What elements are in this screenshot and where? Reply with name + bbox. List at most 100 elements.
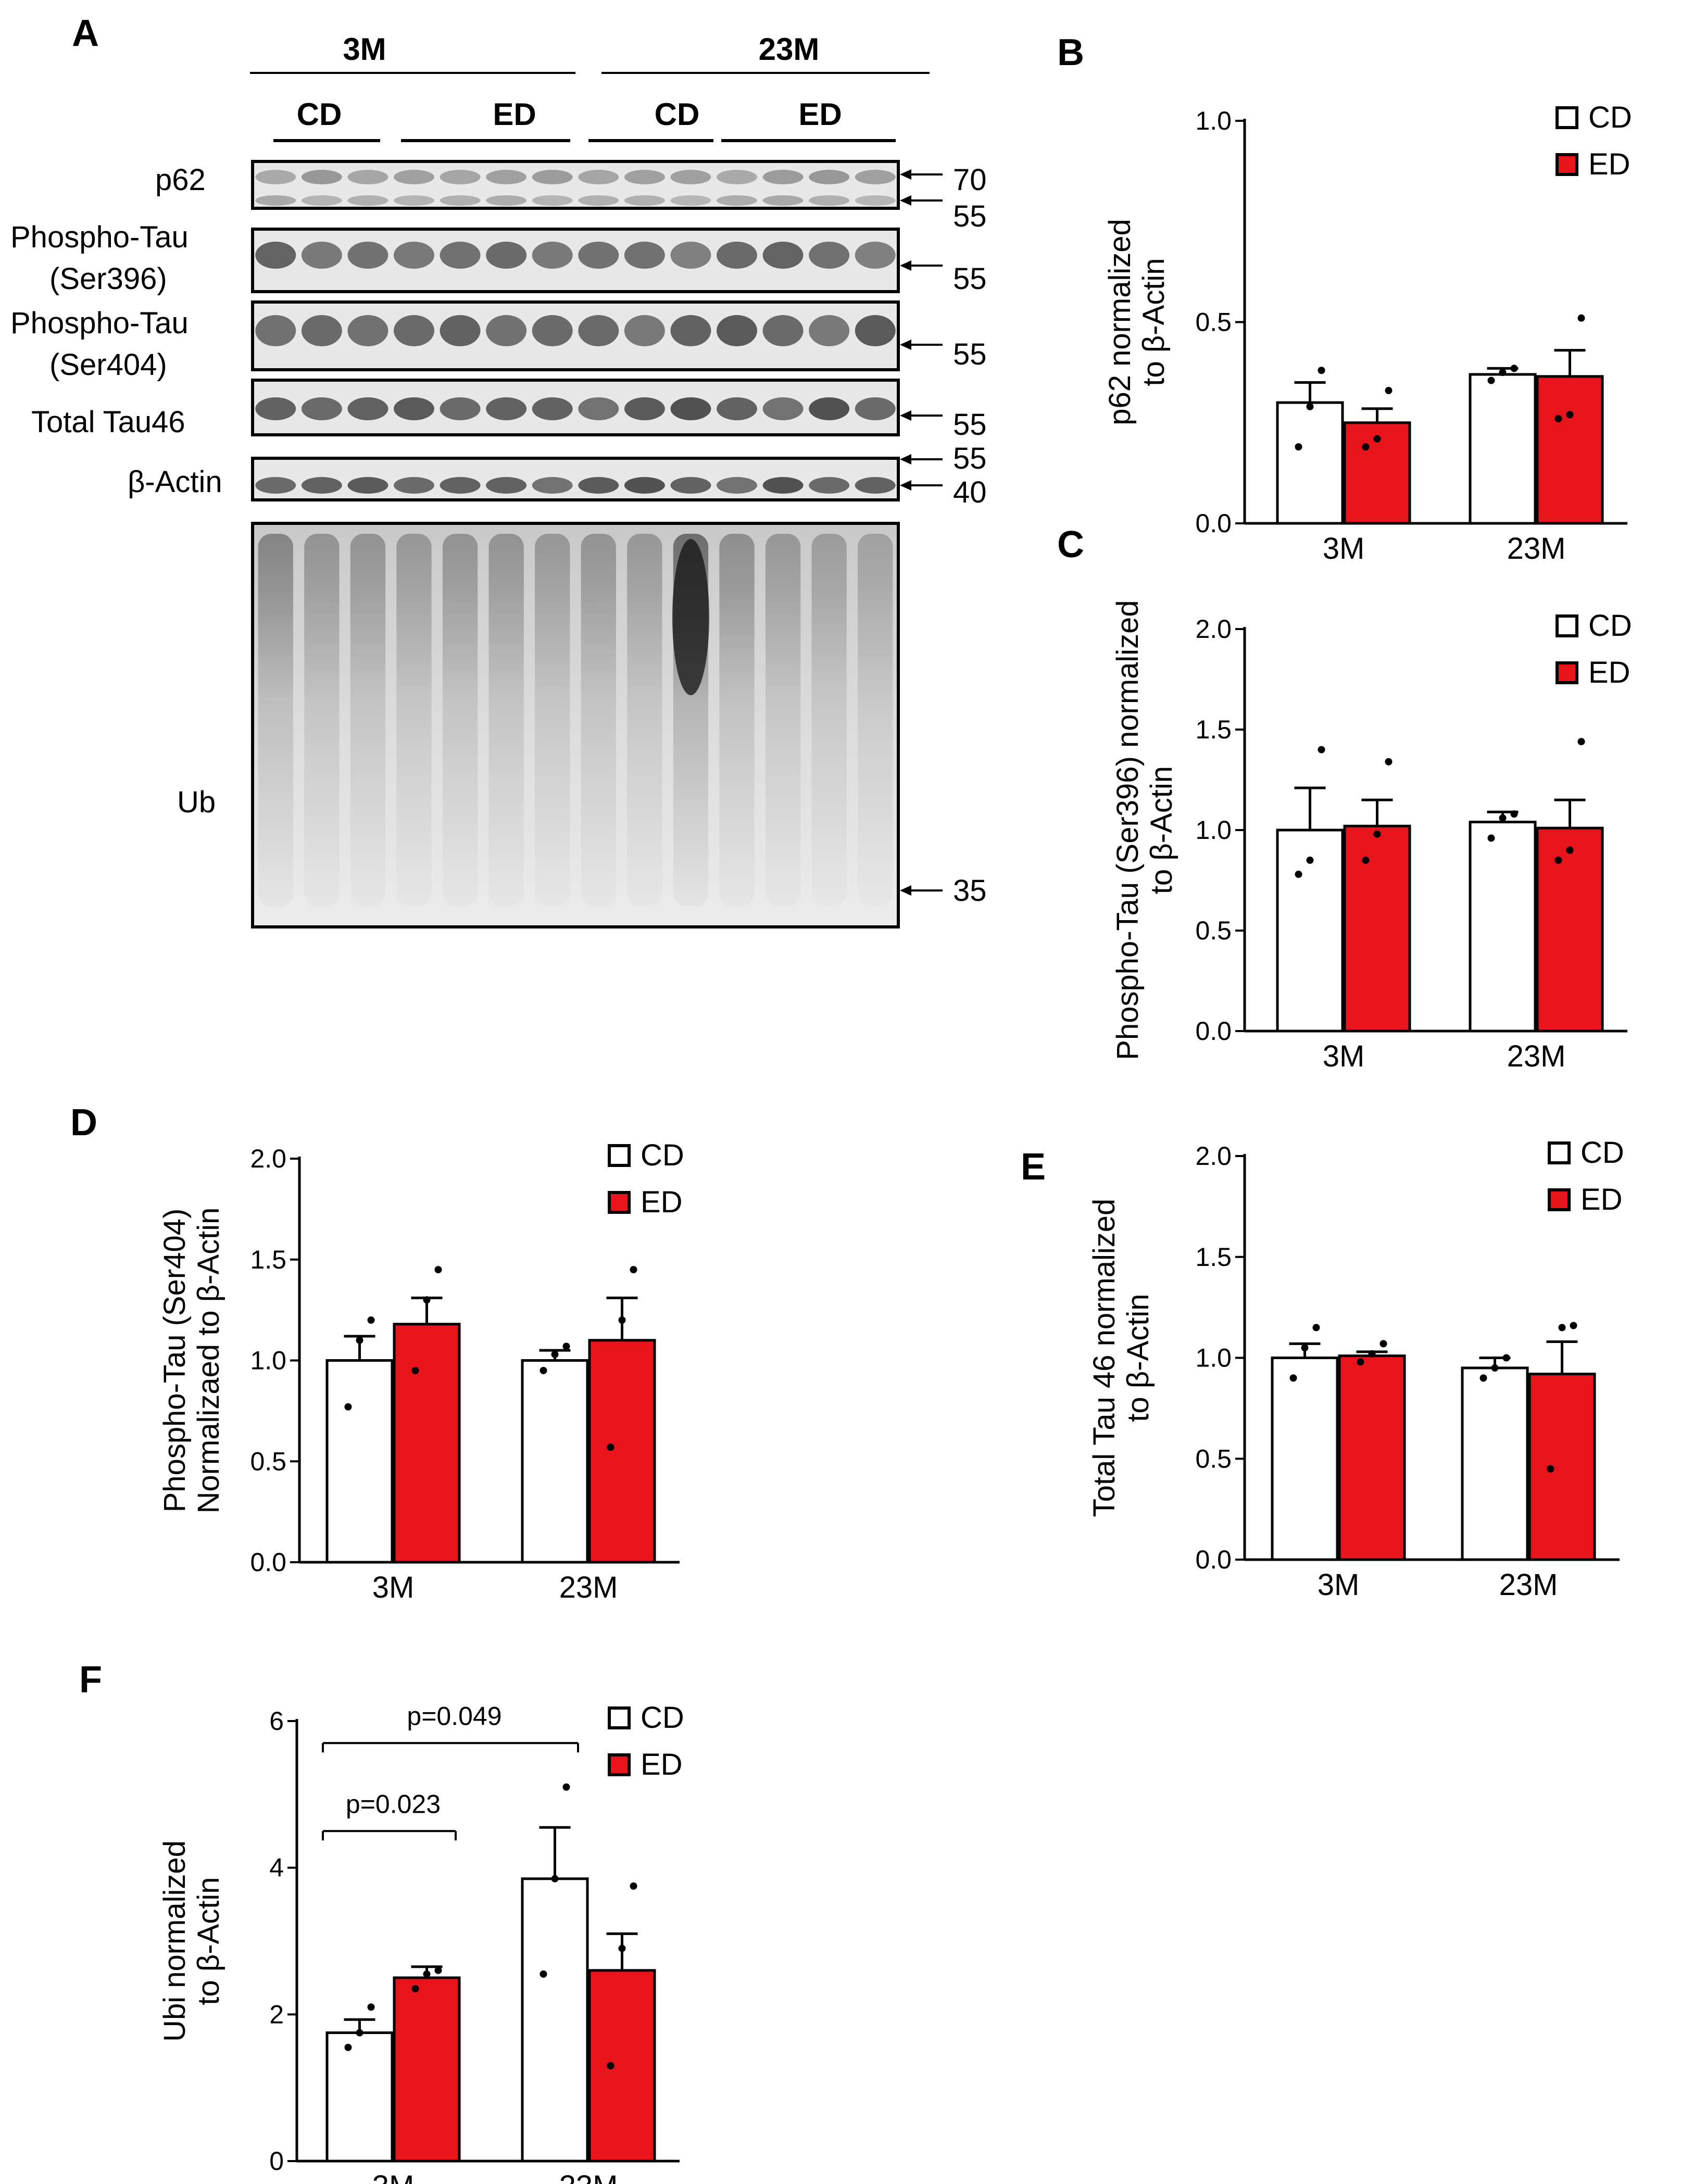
panel-c-legend-label-cd: CD [1588, 609, 1632, 643]
blot-strip-ser404-band [486, 315, 527, 346]
blot-strip-ser404-band [762, 315, 804, 346]
panel-d-ser404-chart: D 0.0 0.5 1.0 1.5 2.0 Phospho-Tau (Ser404) Nor… [70, 1102, 684, 1604]
blot-label-ser404-line1: Phospho-Tau [10, 306, 189, 340]
panel-f-datapoint [356, 2029, 363, 2037]
panel-e-datapoint [1570, 1322, 1577, 1329]
blot-strip-p62-band [532, 170, 573, 184]
blot-strip-ser404-band [624, 315, 665, 346]
blot-strip-ser396-band [809, 242, 850, 269]
blot-label-beta-actin: β-Actin [128, 465, 222, 499]
panel-e-legend-swatch-ed [1548, 1188, 1571, 1211]
panel-f-datapoint [607, 2062, 615, 2069]
blot-strip-p62-band [486, 195, 527, 206]
panel-e-legend-label-cd: CD [1581, 1136, 1624, 1170]
panel-c-y-tick-label: 1.5 [1195, 715, 1232, 744]
blot-strip-ser396-band [624, 242, 665, 269]
panel-c-x-tick-label: 23M [1507, 1039, 1566, 1073]
panel-b-datapoint [1318, 367, 1325, 374]
blot-strip-ser404-band [440, 315, 481, 346]
panel-f-y-tick-label: 4 [269, 1853, 284, 1882]
panel-f-legend-swatch-cd [608, 1706, 631, 1729]
blot-strip-ser396-band [532, 242, 573, 269]
panel-d-datapoint [562, 1342, 570, 1350]
panel-c-datapoint [1566, 846, 1574, 854]
ub-lane-smear [396, 534, 432, 906]
blot-strip-total-tau46-band [440, 397, 481, 420]
panel-b-bar-cd-3m [1276, 401, 1344, 525]
panel-d-datapoint [356, 1336, 363, 1344]
panel-d-datapoint [367, 1316, 375, 1324]
panel-a-western-blot: A 3M 23M CD ED CD ED p62 Phospho-Tau (Se… [10, 12, 987, 928]
mw-label-70: 70 [953, 163, 987, 197]
panel-f-y-label: Ubi normalized [158, 1840, 192, 2042]
panel-b-datapoint [1306, 403, 1314, 410]
panel-d-y-tick-label: 1.5 [250, 1245, 286, 1274]
panel-f-letter: F [79, 1659, 102, 1701]
panel-c-datapoint [1510, 810, 1518, 818]
panel-b-legend-swatch-cd [1556, 106, 1578, 129]
blot-strip-p62-band [578, 170, 619, 184]
panel-e-bar-cd-3m [1271, 1357, 1339, 1561]
blot-strip-beta-actin [251, 457, 900, 501]
ub-dark-smear [672, 539, 709, 695]
panel-b-p62-chart: B 0.0 0.5 1.0 p62 normalized to β-Actin 3M 23M… [1057, 32, 1632, 566]
blot-strip-beta-actin-band [855, 477, 896, 494]
blot-strip-ser396-band [255, 242, 296, 269]
blot-strip-ser404-band [855, 315, 896, 346]
blot-strip-total-tau46-band [255, 397, 296, 420]
panel-b-datapoint [1510, 365, 1518, 372]
blot-strip-beta-actin-band [809, 477, 850, 494]
panel-e-datapoint [1301, 1344, 1309, 1352]
blot-strip-ser396-band [855, 242, 896, 269]
panel-f-datapoint [423, 1970, 431, 1978]
panel-b-datapoint [1499, 369, 1507, 376]
blot-strip-beta-actin-band [532, 477, 573, 494]
blot-strip-beta-actin-band [578, 477, 619, 494]
mw-label-55-c: 55 [953, 337, 987, 371]
panel-e-datapoint [1547, 1465, 1554, 1473]
panel-f-bar-cd-3m [325, 2031, 394, 2163]
panel-d-bar-cd-3m [325, 1359, 394, 1564]
panel-c-y-tick-label: 2.0 [1195, 614, 1232, 644]
panel-d-datapoint [607, 1444, 615, 1451]
blot-strip-ser404-band [578, 315, 619, 346]
panel-d-datapoint [423, 1296, 431, 1304]
panel-b-datapoint [1373, 435, 1381, 443]
diet-group-cd-23m-label: CD [655, 97, 700, 132]
mw-label-55-b: 55 [953, 262, 987, 296]
panel-b-datapoint [1385, 386, 1393, 394]
panel-f-datapoint [630, 1882, 637, 1890]
panel-f-y-tick-label: 2 [269, 2000, 284, 2029]
panel-e-y-tick-label: 0.5 [1195, 1444, 1232, 1473]
panel-c-datapoint [1362, 856, 1370, 864]
panel-f-y-label: to β-Actin [192, 1877, 225, 2005]
age-group-23m-label: 23M [759, 32, 820, 67]
ub-lane-smear [719, 534, 755, 906]
blot-strip-total-tau46-band [670, 397, 711, 420]
panel-f-legend-swatch-ed [608, 1753, 631, 1776]
panel-e-datapoint [1502, 1354, 1510, 1362]
panel-c-y-label: to β-Actin [1145, 766, 1178, 894]
ub-lane-smear [581, 534, 616, 906]
panel-b-y-tick-label: 0.5 [1195, 308, 1232, 337]
blot-strip-ser404-band [532, 315, 573, 346]
panel-f-datapoint [551, 1875, 559, 1882]
blot-strip-beta-actin-band [762, 477, 804, 494]
panel-f-datapoint [618, 1944, 626, 1952]
blot-strip-ser404-band [347, 315, 388, 346]
blot-strip-total-tau46-band [532, 397, 573, 420]
blot-strip-p62-band [670, 170, 711, 184]
panel-d-y-tick-label: 0.5 [250, 1447, 286, 1476]
ub-lane-smear [258, 534, 293, 906]
panel-b-x-tick-label: 3M [1323, 532, 1365, 566]
panel-b-datapoint [1362, 443, 1370, 451]
panel-c-datapoint [1554, 856, 1562, 864]
blot-strip-ser396-band [440, 242, 481, 269]
mw-label-35: 35 [953, 874, 987, 908]
blot-strip-p62-band [670, 195, 711, 206]
panel-d-legend-swatch-cd [608, 1144, 631, 1167]
panel-b-legend-label-ed: ED [1588, 147, 1631, 181]
panel-e-y-tick-label: 2.0 [1195, 1141, 1232, 1171]
panel-e-x-tick-label: 23M [1499, 1568, 1558, 1602]
